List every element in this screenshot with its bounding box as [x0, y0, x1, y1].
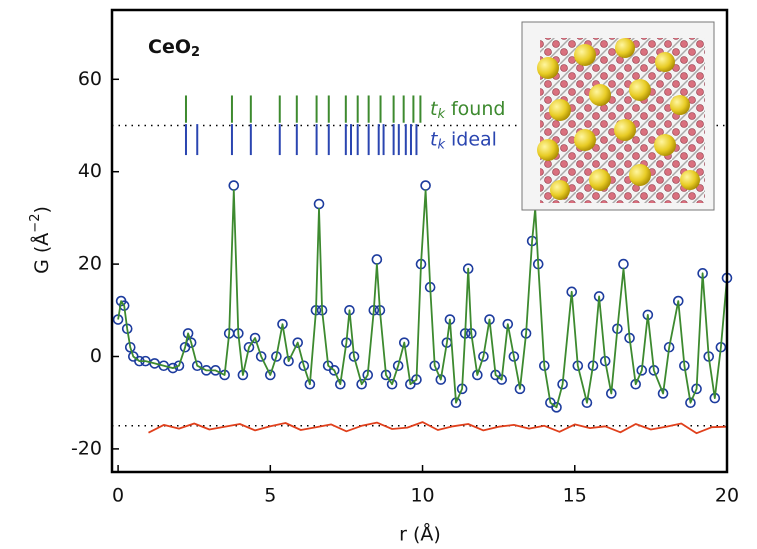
legend-subscript: k — [437, 107, 445, 122]
data-point — [191, 360, 203, 372]
data-point — [298, 360, 310, 372]
data-point — [551, 402, 562, 413]
x-tick-label: 10 — [410, 485, 434, 507]
data-point — [228, 180, 240, 191]
y-axis-label: G (Å−2) — [28, 206, 53, 274]
cerium-atoms — [537, 38, 700, 200]
title-text: CeO — [148, 36, 191, 58]
data-point — [182, 328, 194, 339]
legend-symbol: t — [430, 128, 439, 150]
x-tick-label: 20 — [715, 485, 739, 507]
x-axis-label: r (Å) — [399, 523, 441, 546]
legend-name: found — [451, 98, 505, 120]
y-label-close: ) — [31, 206, 53, 213]
chart-title: CeO2 — [148, 36, 200, 60]
data-point — [167, 362, 179, 374]
series-line — [148, 421, 728, 435]
y-tick-label: -20 — [71, 437, 102, 459]
data-point — [265, 369, 276, 381]
y-label-sup: −2 — [28, 214, 43, 233]
y-label-text: G (Å — [30, 233, 53, 274]
y-tick-label: 0 — [90, 345, 102, 367]
data-point — [173, 360, 185, 372]
legend-name: ideal — [451, 128, 497, 150]
data-point — [386, 378, 398, 390]
data-point — [292, 337, 304, 348]
legend-subscript: k — [437, 137, 445, 152]
y-tick-label: 60 — [78, 68, 102, 90]
data-point — [392, 360, 404, 372]
data-point — [371, 254, 383, 265]
peak-tick-legend: tk ideal — [430, 128, 497, 152]
data-point — [249, 332, 261, 344]
x-tick-label: 5 — [264, 485, 276, 507]
data-point — [255, 351, 267, 362]
data-point — [328, 365, 340, 376]
x-tick-label: 0 — [112, 485, 124, 507]
title-subscript: 2 — [191, 45, 200, 60]
y-tick-label: 40 — [78, 160, 102, 182]
plot-frame — [110, 8, 729, 474]
x-tick-label: 15 — [563, 485, 587, 507]
data-point — [618, 258, 629, 270]
peak-tick-legend: tk found — [430, 98, 505, 122]
data-point — [356, 378, 367, 390]
series-line — [117, 189, 728, 409]
y-tick-label: 20 — [78, 253, 102, 275]
legend-symbol: t — [430, 98, 439, 120]
crystal-inset — [521, 21, 715, 211]
data-point — [420, 180, 431, 191]
data-point — [313, 198, 325, 210]
data-point — [243, 341, 255, 353]
